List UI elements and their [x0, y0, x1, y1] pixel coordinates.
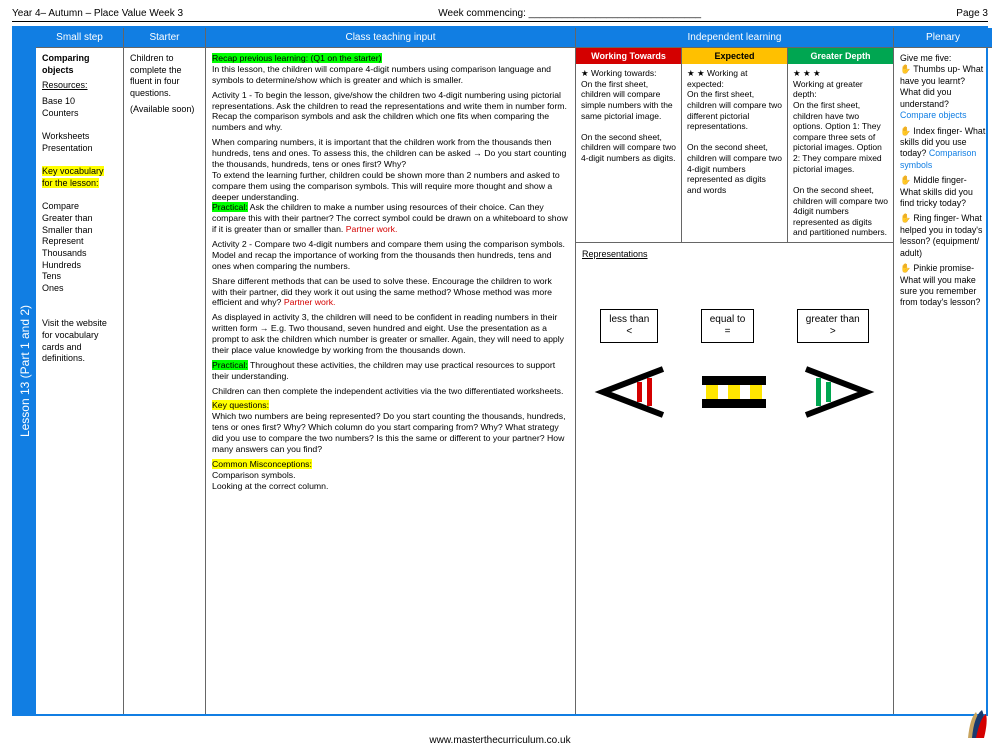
activity-3: As displayed in activity 3, the children… — [212, 312, 569, 356]
partner-work: Partner work. — [284, 297, 336, 307]
exp-body: ★ ★ Working at expected: On the first sh… — [682, 64, 787, 200]
misconception: Looking at the correct column. — [212, 481, 569, 492]
partner-work: Partner work. — [346, 224, 398, 234]
body-smallstep: Comparing objects Resources: Base 10 Cou… — [36, 48, 123, 714]
plenary-title: Give me five: — [900, 53, 986, 64]
indep-gd: Greater Depth ★ ★ ★ Working at greater d… — [788, 48, 893, 242]
col-smallstep: Small step Comparing objects Resources: … — [36, 28, 124, 714]
symbol-diagrams — [582, 357, 887, 427]
share-methods: Share different methods that can be used… — [212, 276, 569, 309]
footer-url: www.masterthecurriculum.co.uk — [0, 735, 1000, 746]
brand-logo — [950, 708, 990, 744]
complete-text: Children can then complete the independe… — [212, 386, 569, 397]
activity-1c: To extend the learning further, children… — [212, 170, 569, 203]
practical-label: Practical: — [212, 360, 248, 370]
rep-box-lt: less than< — [600, 309, 658, 343]
plenary-middle: ✋ Middle finger- What skills did you fin… — [900, 175, 986, 209]
starter-p2: (Available soon) — [130, 104, 199, 116]
practical-2: Practical: Throughout these activities, … — [212, 360, 569, 382]
indep-content: Working Towards ★ Working towards: On th… — [576, 48, 893, 714]
practical-label: Practical: — [212, 202, 248, 212]
lesson-tab: Lesson 13 (Part 1 and 2) — [14, 28, 36, 714]
header-left: Year 4– Autumn – Place Value Week 3 — [12, 8, 183, 19]
gd-body: ★ ★ ★ Working at greater depth: On the f… — [788, 64, 893, 242]
col-plenary: Plenary Give me five: ✋ Thumbs up- What … — [894, 28, 992, 714]
rep-label: less than — [609, 314, 649, 325]
head-plenary: Plenary — [894, 28, 992, 48]
kq-label: Key questions: — [212, 400, 269, 410]
share-text: Share different methods that can be used… — [212, 276, 552, 308]
representations: Representations less than< equal to= gre… — [576, 243, 893, 433]
body-plenary: Give me five: ✋ Thumbs up- What have you… — [894, 48, 992, 714]
plenary-pinkie: ✋ Pinkie promise- What will you make sur… — [900, 263, 986, 309]
rep-symbol: < — [626, 326, 632, 337]
head-starter: Starter — [124, 28, 205, 48]
smallstep-title: Comparing objects — [42, 53, 117, 76]
indep-expected: Expected ★ ★ Working at expected: On the… — [682, 48, 788, 242]
lesson-grid: Lesson 13 (Part 1 and 2) Small step Comp… — [12, 26, 988, 716]
kv-list: Compare Greater than Smaller than Repres… — [42, 201, 117, 295]
head-smallstep: Small step — [36, 28, 123, 48]
equal-to-icon — [694, 364, 774, 420]
col-independent: Independent learning Working Towards ★ W… — [576, 28, 894, 714]
indep-levels: Working Towards ★ Working towards: On th… — [576, 48, 893, 243]
head-teaching: Class teaching input — [206, 28, 575, 48]
resources-label: Resources: — [42, 80, 88, 90]
plenary-a: Compare objects — [900, 110, 967, 120]
activity-1b: When comparing numbers, it is important … — [212, 137, 569, 170]
greater-than-icon — [796, 364, 876, 420]
resource-item: Counters — [42, 108, 117, 120]
lesson-tab-label: Lesson 13 (Part 1 and 2) — [18, 305, 32, 437]
resource-item: Presentation — [42, 143, 117, 155]
rep-label: equal to — [710, 314, 746, 325]
cm-label: Common Misconceptions: — [212, 459, 312, 469]
columns: Small step Comparing objects Resources: … — [36, 28, 992, 714]
misconception: Comparison symbols. — [212, 470, 569, 481]
plenary-ring: ✋ Ring finger- What helped you in today'… — [900, 213, 986, 259]
kv-label: for the lesson: — [42, 178, 99, 188]
page-header: Year 4– Autumn – Place Value Week 3 Week… — [12, 8, 988, 22]
header-mid: Week commencing: _______________________… — [438, 8, 701, 19]
recap-label: Recap previous learning: (Q1 on the star… — [212, 53, 382, 63]
plenary-q: ✋ Thumbs up- What have you learnt? What … — [900, 64, 983, 108]
key-questions: Which two numbers are being represented?… — [212, 411, 569, 455]
exp-header: Expected — [682, 48, 787, 64]
indep-wt: Working Towards ★ Working towards: On th… — [576, 48, 682, 242]
activity-2: Activity 2 - Compare two 4-digit numbers… — [212, 239, 569, 272]
wt-header: Working Towards — [576, 48, 681, 64]
teaching-intro: In this lesson, the children will compar… — [212, 64, 569, 86]
starter-p1: Children to complete the fluent in four … — [130, 53, 199, 100]
rep-box-eq: equal to= — [701, 309, 755, 343]
resource-item: Worksheets — [42, 131, 117, 143]
activity-1a: Activity 1 - To begin the lesson, give/s… — [212, 90, 569, 134]
rep-boxes: less than< equal to= greater than> — [582, 309, 887, 343]
reps-label: Representations — [582, 249, 887, 259]
rep-symbol: > — [830, 326, 836, 337]
col-starter: Starter Children to complete the fluent … — [124, 28, 206, 714]
plenary-index: ✋ Index finger- What skills did you use … — [900, 126, 986, 172]
page: Year 4– Autumn – Place Value Week 3 Week… — [0, 0, 1000, 750]
body-teaching: Recap previous learning: (Q1 on the star… — [206, 48, 575, 714]
visit-text: Visit the website for vocabulary cards a… — [42, 318, 117, 365]
practical-text: Throughout these activities, the childre… — [212, 360, 555, 381]
rep-label: greater than — [806, 314, 860, 325]
kv-label: Key vocabulary — [42, 166, 104, 176]
head-independent: Independent learning — [576, 28, 893, 48]
gd-header: Greater Depth — [788, 48, 893, 64]
header-right: Page 3 — [956, 8, 988, 19]
rep-box-gt: greater than> — [797, 309, 869, 343]
rep-symbol: = — [725, 326, 731, 337]
practical-1: Practical: Ask the children to make a nu… — [212, 202, 569, 235]
less-than-icon — [593, 364, 673, 420]
body-starter: Children to complete the fluent in four … — [124, 48, 205, 714]
resource-item: Base 10 — [42, 96, 117, 108]
wt-body: ★ Working towards: On the first sheet, c… — [576, 64, 681, 168]
col-teaching: Class teaching input Recap previous lear… — [206, 28, 576, 714]
plenary-thumbs: ✋ Thumbs up- What have you learnt? What … — [900, 64, 986, 121]
